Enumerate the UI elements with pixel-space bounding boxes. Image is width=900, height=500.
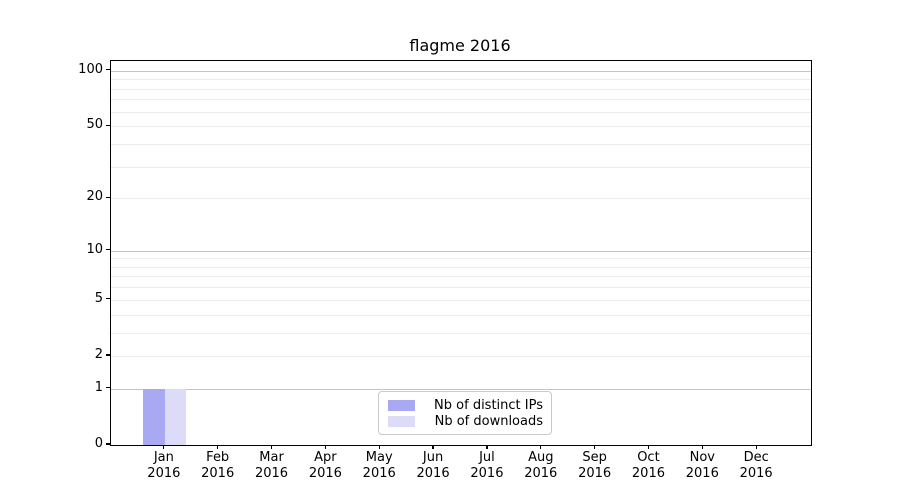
minor-gridline	[111, 198, 811, 200]
minor-gridline	[111, 111, 811, 113]
legend-label-downloads: Nb of downloads	[434, 413, 543, 429]
y-tick	[106, 354, 110, 356]
y-tick	[106, 298, 110, 300]
y-tick-label: 50	[86, 117, 103, 133]
y-tick	[106, 124, 110, 126]
minor-gridline	[111, 166, 811, 168]
x-tick	[540, 445, 542, 449]
x-tick-label: Jan 2016	[147, 450, 181, 481]
legend-item-distinct-ips: Nb of distinct IPs	[388, 397, 543, 413]
x-tick-label: Apr 2016	[308, 450, 342, 481]
minor-gridline	[111, 79, 811, 81]
legend-label-distinct-ips: Nb of distinct IPs	[434, 397, 543, 413]
x-tick	[432, 445, 434, 449]
x-tick-label: Aug 2016	[524, 450, 558, 481]
y-tick	[106, 69, 110, 71]
x-tick-label: Mar 2016	[254, 450, 289, 481]
y-tick-label: 100	[78, 61, 103, 77]
x-tick-label: May 2016	[362, 450, 396, 481]
x-tick-label: Oct 2016	[631, 450, 665, 481]
bar-nb-of-downloads	[164, 388, 187, 445]
y-tick	[106, 196, 110, 198]
x-tick-label: Feb 2016	[201, 450, 235, 481]
x-tick-label: Sep 2016	[578, 450, 612, 481]
bar-nb-of-distinct-ips	[143, 388, 165, 445]
y-tick-label: 0	[94, 436, 103, 451]
x-tick	[594, 445, 596, 449]
y-tick	[106, 248, 110, 251]
y-tick-label: 10	[86, 241, 103, 257]
major-gridline	[111, 70, 811, 72]
minor-gridline	[111, 126, 811, 128]
plot-area	[110, 60, 812, 446]
x-tick	[378, 445, 380, 449]
legend-swatch-downloads-icon	[388, 415, 415, 427]
y-tick-label: 20	[86, 189, 103, 205]
major-gridline	[111, 250, 811, 252]
minor-gridline	[111, 143, 811, 145]
x-tick-label: Dec 2016	[739, 450, 773, 481]
minor-gridline	[111, 332, 811, 334]
minor-gridline	[111, 355, 811, 357]
chart-title: flagme 2016	[409, 36, 511, 55]
x-tick-label: Nov 2016	[685, 450, 719, 481]
x-tick	[324, 445, 326, 449]
y-tick-label: 1	[94, 379, 103, 395]
minor-gridline	[111, 299, 811, 301]
minor-gridline	[111, 99, 811, 101]
x-tick	[755, 445, 757, 449]
minor-gridline	[111, 258, 811, 260]
y-tick-label: 2	[94, 346, 103, 362]
legend-swatch-distinct-ips-icon	[388, 399, 415, 411]
minor-gridline	[111, 266, 811, 268]
x-tick	[701, 445, 703, 449]
y-tick	[106, 387, 110, 389]
x-tick-label: Jul 2016	[470, 450, 504, 481]
x-tick	[163, 445, 165, 449]
minor-gridline	[111, 287, 811, 289]
y-tick	[106, 443, 110, 445]
minor-gridline	[111, 276, 811, 278]
x-tick	[486, 445, 488, 449]
x-tick	[647, 445, 650, 449]
minor-gridline	[111, 314, 811, 316]
x-tick-label: Jun 2016	[416, 450, 450, 481]
major-gridline	[111, 388, 811, 390]
minor-gridline	[111, 88, 811, 90]
x-tick	[217, 445, 219, 449]
legend-item-downloads: Nb of downloads	[388, 413, 543, 429]
y-tick-label: 5	[94, 290, 103, 306]
x-tick	[270, 445, 273, 449]
legend: Nb of distinct IPs Nb of downloads	[378, 391, 552, 435]
